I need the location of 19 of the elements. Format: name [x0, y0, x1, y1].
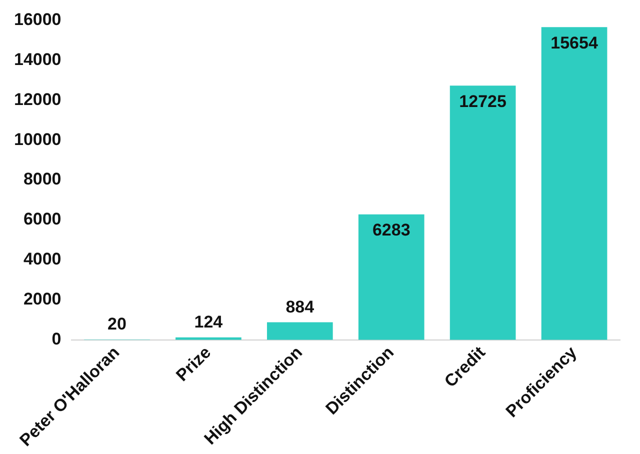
y-tick-label: 10000 — [14, 130, 62, 149]
y-tick-label: 8000 — [23, 170, 62, 189]
bar — [266, 322, 333, 340]
data-label: 884 — [286, 297, 315, 316]
y-tick-label: 6000 — [23, 210, 62, 229]
data-label: 15654 — [550, 33, 598, 52]
bar — [541, 27, 608, 340]
data-label: 20 — [108, 314, 126, 334]
y-tick-label: 16000 — [14, 10, 62, 29]
data-label: 124 — [194, 312, 224, 332]
bar — [450, 86, 516, 340]
bar — [358, 214, 424, 340]
data-label: 12725 — [459, 92, 506, 111]
y-tick-label: 0 — [52, 330, 62, 349]
y-tick-label: 4000 — [23, 250, 62, 269]
data-label: 6283 — [372, 220, 410, 240]
y-tick-label: 12000 — [14, 90, 62, 109]
y-tick-label: 2000 — [23, 290, 62, 309]
y-tick-label: 14000 — [14, 50, 62, 69]
